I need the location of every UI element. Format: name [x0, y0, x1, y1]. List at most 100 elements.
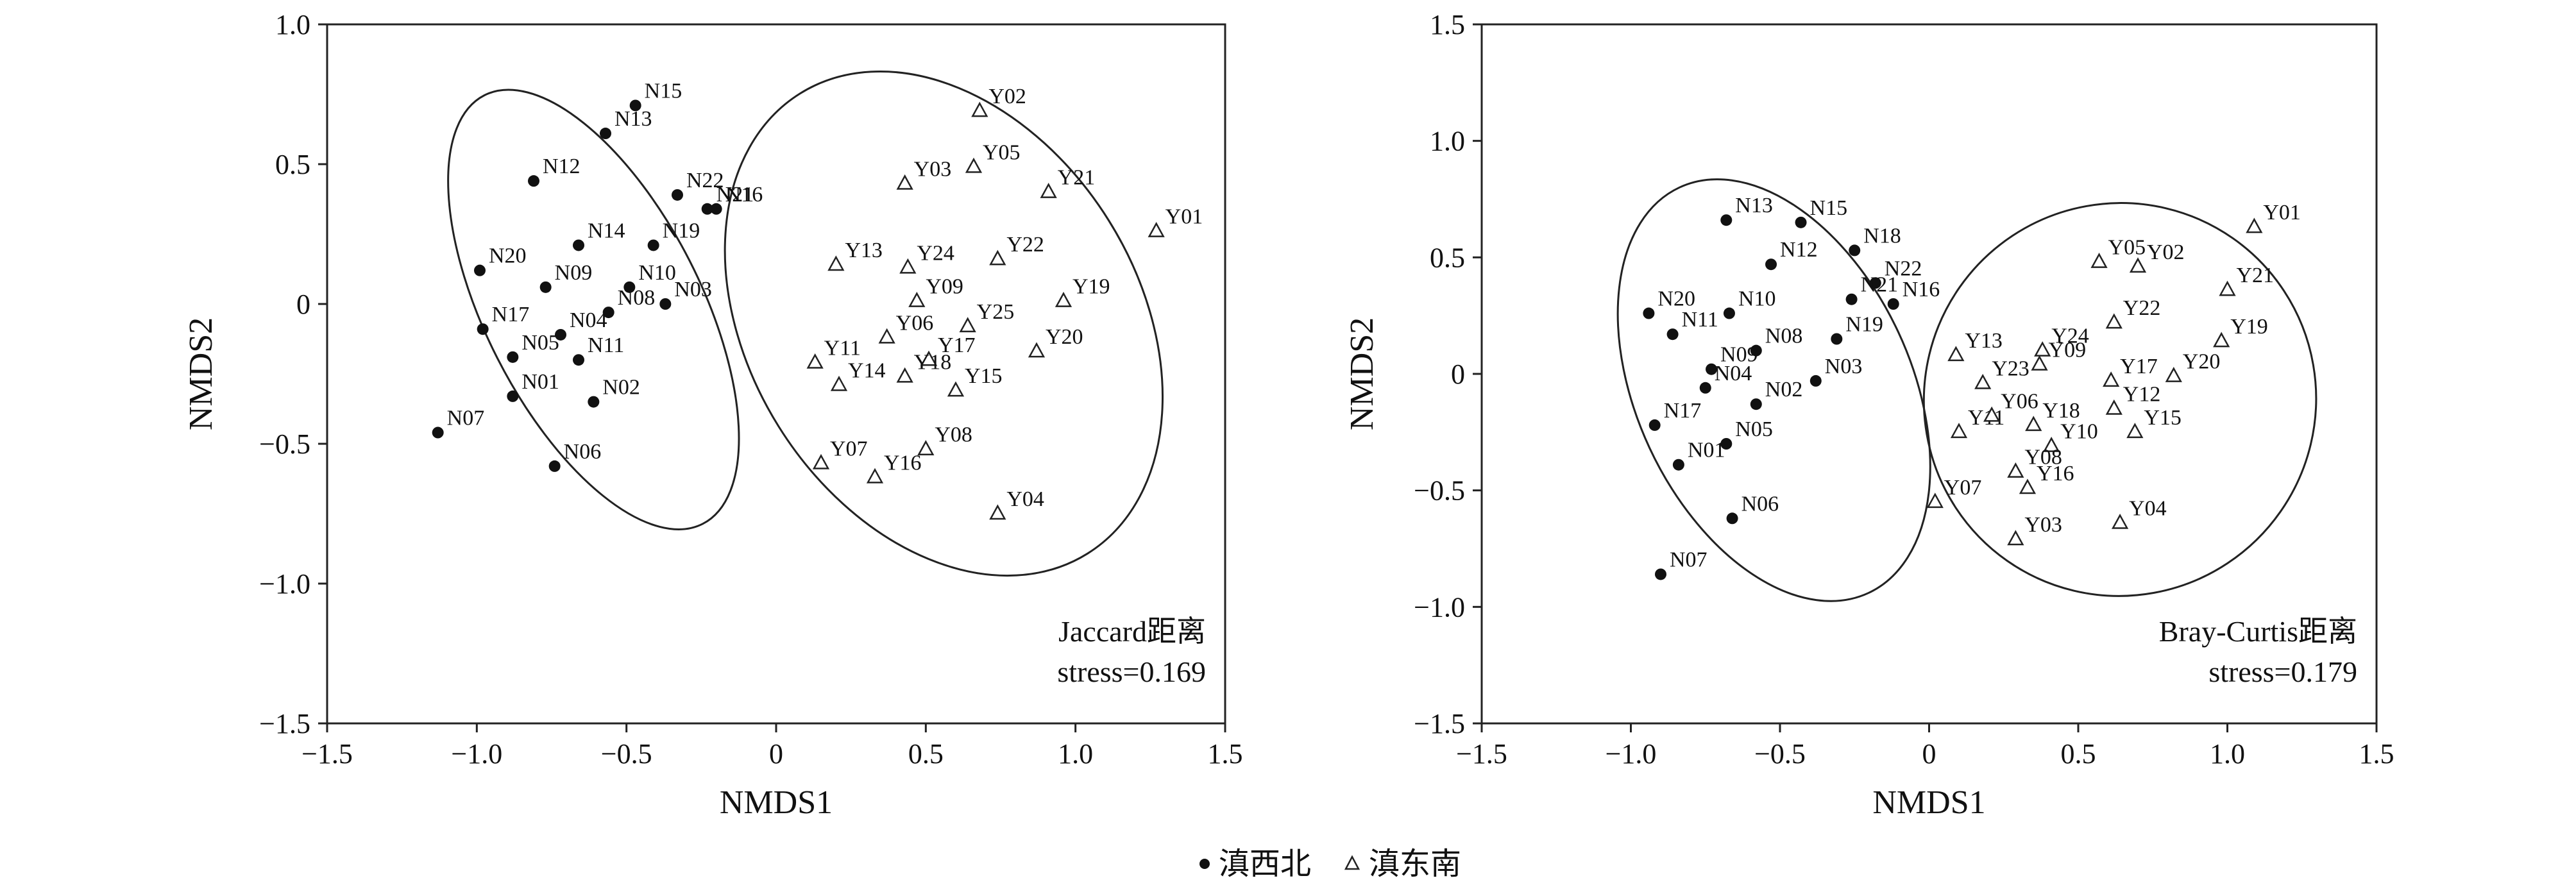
point-y09	[908, 292, 926, 307]
point-label-n12: N12	[1780, 238, 1818, 262]
point-label-y07: Y07	[1944, 476, 1982, 500]
point-y22	[989, 249, 1006, 266]
point-n11	[573, 354, 584, 366]
y-tick-label: −0.5	[259, 428, 310, 460]
point-n09	[1706, 363, 1718, 375]
point-n01	[507, 390, 519, 402]
point-y21	[2219, 280, 2236, 296]
point-y07	[1926, 493, 1944, 509]
point-y15	[2126, 423, 2144, 439]
distance-label: Jaccard距离	[1058, 615, 1206, 648]
point-y07	[812, 453, 830, 469]
point-label-y10: Y10	[2060, 420, 2098, 444]
point-label-y23: Y23	[1992, 357, 2029, 381]
point-n04	[1699, 382, 1711, 394]
point-y10	[2043, 437, 2060, 452]
legend-dot-marker	[1199, 859, 1210, 869]
point-n17	[477, 323, 489, 335]
point-y16	[866, 468, 884, 484]
point-label-y16: Y16	[2037, 462, 2074, 485]
point-y15	[947, 381, 965, 397]
point-n03	[1809, 375, 1822, 387]
point-n08	[1750, 344, 1762, 357]
point-label-n07: N07	[1670, 548, 1707, 571]
point-n02	[588, 396, 600, 408]
point-label-n01: N01	[521, 370, 559, 394]
point-label-n21: N21	[716, 183, 754, 206]
point-label-y21: Y21	[2237, 264, 2275, 287]
point-y04	[989, 504, 1006, 520]
point-y06	[878, 328, 895, 344]
point-n03	[659, 298, 672, 310]
point-label-n18: N18	[1863, 224, 1901, 248]
point-n21	[701, 203, 713, 215]
y-tick-label: 0.5	[1430, 242, 1465, 273]
point-label-y02: Y02	[2147, 240, 2185, 264]
point-label-n08: N08	[618, 286, 656, 310]
point-label-y14: Y14	[848, 358, 886, 382]
point-label-y12: Y12	[2123, 383, 2161, 407]
point-label-n21: N21	[1861, 273, 1899, 297]
point-label-n01: N01	[1688, 439, 1725, 462]
point-label-y11: Y11	[824, 337, 861, 360]
point-n04	[555, 328, 566, 341]
point-label-n09: N09	[555, 261, 593, 285]
x-tick-label: −1.5	[1456, 738, 1507, 770]
point-label-n03: N03	[1825, 355, 1863, 378]
point-label-y22: Y22	[2123, 296, 2161, 320]
point-y18	[896, 367, 913, 383]
group-ellipse	[447, 88, 740, 530]
y-tick-label: −1.0	[259, 568, 310, 600]
point-n22	[1869, 277, 1881, 289]
point-label-y02: Y02	[988, 85, 1026, 108]
point-label-y04: Y04	[2129, 497, 2167, 521]
point-label-y03: Y03	[2024, 513, 2062, 537]
point-label-n16: N16	[725, 183, 763, 206]
point-label-y19: Y19	[2230, 315, 2268, 339]
point-label-y20: Y20	[2183, 350, 2221, 374]
point-label-n17: N17	[1664, 399, 1702, 423]
point-label-n22: N22	[1885, 257, 1922, 280]
point-y19	[2213, 332, 2230, 348]
point-label-n07: N07	[447, 407, 485, 430]
point-label-n06: N06	[564, 440, 602, 464]
point-label-n15: N15	[645, 79, 682, 103]
point-label-y15: Y15	[2144, 406, 2182, 430]
point-y13	[827, 255, 845, 271]
point-y08	[2007, 462, 2024, 478]
point-n05	[507, 351, 519, 363]
point-label-y17: Y17	[2120, 355, 2158, 378]
point-label-n13: N13	[614, 107, 652, 131]
point-label-y08: Y08	[935, 423, 972, 447]
stress-label: stress=0.169	[1057, 655, 1206, 688]
point-label-n03: N03	[674, 278, 712, 301]
point-y13	[1947, 346, 1965, 362]
point-label-y24: Y24	[2051, 324, 2089, 348]
x-tick-label: −0.5	[1754, 738, 1806, 770]
point-n20	[474, 264, 486, 276]
point-label-y13: Y13	[1965, 329, 2003, 353]
point-label-n22: N22	[686, 169, 724, 192]
y-tick-label: 1.5	[1430, 9, 1465, 40]
y-tick-label: 1.0	[1430, 126, 1465, 157]
point-y18	[2025, 416, 2042, 432]
point-label-y16: Y16	[884, 451, 922, 475]
point-y20	[1028, 342, 1046, 358]
point-label-y08: Y08	[2024, 446, 2062, 469]
point-y25	[959, 317, 976, 333]
point-y05	[2090, 253, 2108, 268]
point-label-y18: Y18	[914, 350, 952, 374]
point-label-y01: Y01	[1165, 205, 1203, 229]
point-label-y13: Y13	[845, 239, 883, 262]
point-label-n11: N11	[588, 333, 624, 357]
point-n02	[1750, 398, 1762, 410]
point-n14	[573, 239, 584, 251]
legend: 滇西北 滇东南	[1199, 846, 1461, 882]
point-n20	[1643, 307, 1655, 319]
point-n17	[1648, 419, 1661, 431]
point-y14	[830, 375, 848, 391]
point-y03	[896, 174, 913, 190]
point-y17	[920, 350, 938, 366]
x-tick-label: 0	[1922, 738, 1936, 770]
point-label-y01: Y01	[2263, 201, 2301, 224]
